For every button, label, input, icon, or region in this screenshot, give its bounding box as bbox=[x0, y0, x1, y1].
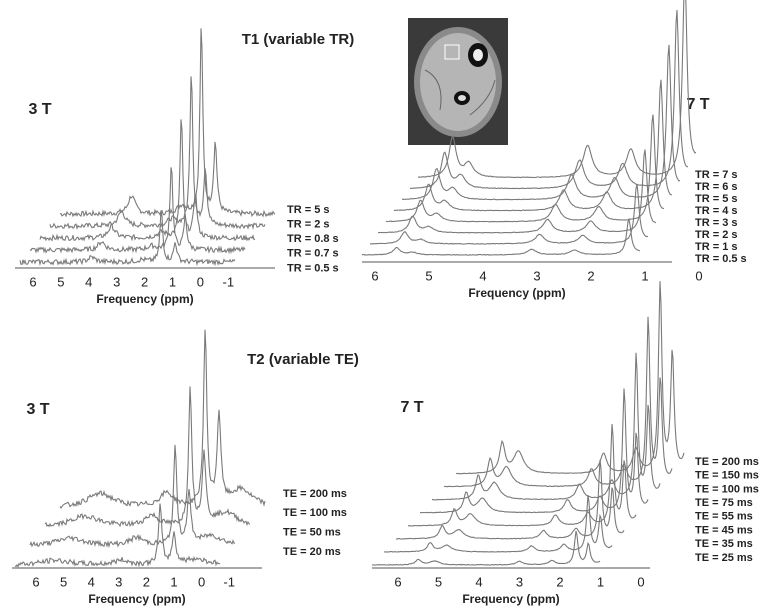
trace-label: TR = 2 s bbox=[695, 229, 738, 241]
tick-label: 5 bbox=[60, 574, 67, 589]
mri-image bbox=[408, 18, 508, 145]
tick-label: 6 bbox=[371, 268, 378, 283]
trace-label: TE = 150 ms bbox=[695, 470, 759, 482]
axis-label: Frequency (ppm) bbox=[88, 592, 185, 606]
tick-label: -1 bbox=[223, 574, 235, 589]
tick-label: 3 bbox=[516, 574, 523, 589]
spectrum bbox=[361, 217, 641, 256]
tick-label: 5 bbox=[425, 268, 432, 283]
tick-label: -1 bbox=[223, 274, 235, 289]
spectrum bbox=[39, 119, 256, 242]
tick-label: 4 bbox=[85, 274, 92, 289]
spectrum bbox=[371, 530, 601, 566]
tick-label: 4 bbox=[88, 574, 95, 589]
trace-label: TR = 5 s bbox=[287, 204, 330, 216]
trace-label: TE = 200 ms bbox=[695, 456, 759, 468]
tick-label: 3 bbox=[113, 274, 120, 289]
tick-label: 5 bbox=[435, 574, 442, 589]
trace-label: TE = 100 ms bbox=[283, 507, 347, 519]
spectrum bbox=[401, 44, 681, 201]
spectrum bbox=[14, 503, 221, 568]
trace-label: TE = 75 ms bbox=[695, 497, 753, 509]
tick-label: 5 bbox=[57, 274, 64, 289]
trace-label: TE = 25 ms bbox=[695, 552, 753, 564]
spectrum bbox=[455, 281, 685, 475]
trace-label: TE = 20 ms bbox=[283, 546, 341, 558]
tick-label: 2 bbox=[141, 274, 148, 289]
trace-label: TE = 100 ms bbox=[695, 483, 759, 495]
field-label: 3 T bbox=[26, 401, 49, 418]
trace-label: TR = 0.8 s bbox=[287, 233, 339, 245]
tick-label: 6 bbox=[29, 274, 36, 289]
trace-label: TE = 55 ms bbox=[695, 511, 753, 523]
spectrum bbox=[393, 79, 673, 212]
spectrum bbox=[44, 386, 251, 528]
section-title: T2 (variable TE) bbox=[247, 351, 359, 368]
trace-label: TR = 0.5 s bbox=[695, 253, 747, 265]
tick-label: 3 bbox=[533, 268, 540, 283]
spectrum bbox=[385, 114, 665, 223]
axis-label: Frequency (ppm) bbox=[462, 592, 559, 606]
tick-label: 0 bbox=[198, 574, 205, 589]
trace-label: TR = 2 s bbox=[287, 219, 330, 231]
tick-label: 1 bbox=[170, 574, 177, 589]
tick-label: 4 bbox=[475, 574, 482, 589]
spectrum bbox=[377, 149, 657, 234]
tick-label: 1 bbox=[169, 274, 176, 289]
spectrum bbox=[49, 76, 266, 231]
trace-label: TR = 5 s bbox=[695, 193, 738, 205]
trace-label: TE = 50 ms bbox=[283, 527, 341, 539]
axis-label: Frequency (ppm) bbox=[96, 292, 193, 306]
trace-label: TR = 0.7 s bbox=[287, 248, 339, 260]
trace-label: TE = 35 ms bbox=[695, 538, 753, 550]
section-title: T1 (variable TR) bbox=[242, 31, 355, 48]
trace-label: TR = 6 s bbox=[695, 181, 738, 193]
spectrum bbox=[59, 28, 276, 218]
spectrum bbox=[59, 329, 266, 509]
trace-label: TR = 3 s bbox=[695, 217, 738, 229]
trace-label: TR = 0.5 s bbox=[287, 262, 339, 274]
axis-label: Frequency (ppm) bbox=[468, 286, 565, 300]
trace-label: TR = 4 s bbox=[695, 205, 738, 217]
spectrum bbox=[409, 9, 689, 190]
trace-label: TE = 200 ms bbox=[283, 488, 347, 500]
spectrum bbox=[407, 423, 637, 527]
tick-label: 0 bbox=[637, 574, 644, 589]
spectrum bbox=[369, 184, 649, 245]
tick-label: 6 bbox=[32, 574, 39, 589]
tick-label: 1 bbox=[597, 574, 604, 589]
spectrum bbox=[395, 459, 625, 540]
tick-label: 1 bbox=[641, 268, 648, 283]
tick-label: 2 bbox=[143, 574, 150, 589]
trace-label: TR = 7 s bbox=[695, 169, 738, 181]
tick-label: 2 bbox=[587, 268, 594, 283]
field-label: 7 T bbox=[400, 399, 423, 416]
tick-label: 0 bbox=[197, 274, 204, 289]
spectrum bbox=[29, 444, 236, 549]
tick-label: 2 bbox=[556, 574, 563, 589]
tick-label: 3 bbox=[115, 574, 122, 589]
spectrum bbox=[19, 210, 236, 267]
tick-label: 0 bbox=[695, 268, 702, 283]
field-label: 7 T bbox=[686, 96, 709, 113]
field-label: 3 T bbox=[28, 101, 51, 118]
tick-label: 4 bbox=[479, 268, 486, 283]
spectrum bbox=[29, 167, 246, 255]
trace-label: TR = 1 s bbox=[695, 241, 738, 253]
trace-label: TE = 45 ms bbox=[695, 524, 753, 536]
tick-label: 6 bbox=[394, 574, 401, 589]
